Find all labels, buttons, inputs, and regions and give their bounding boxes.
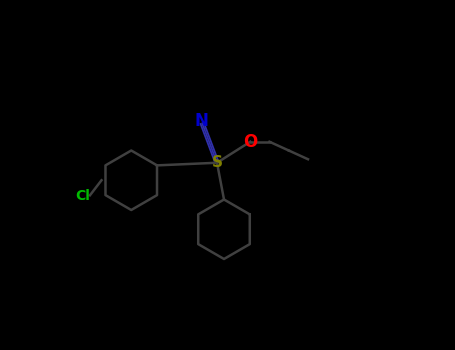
Text: Cl: Cl [75, 189, 90, 203]
Text: S: S [212, 155, 222, 170]
Text: O: O [243, 133, 258, 151]
Text: N: N [194, 112, 208, 130]
